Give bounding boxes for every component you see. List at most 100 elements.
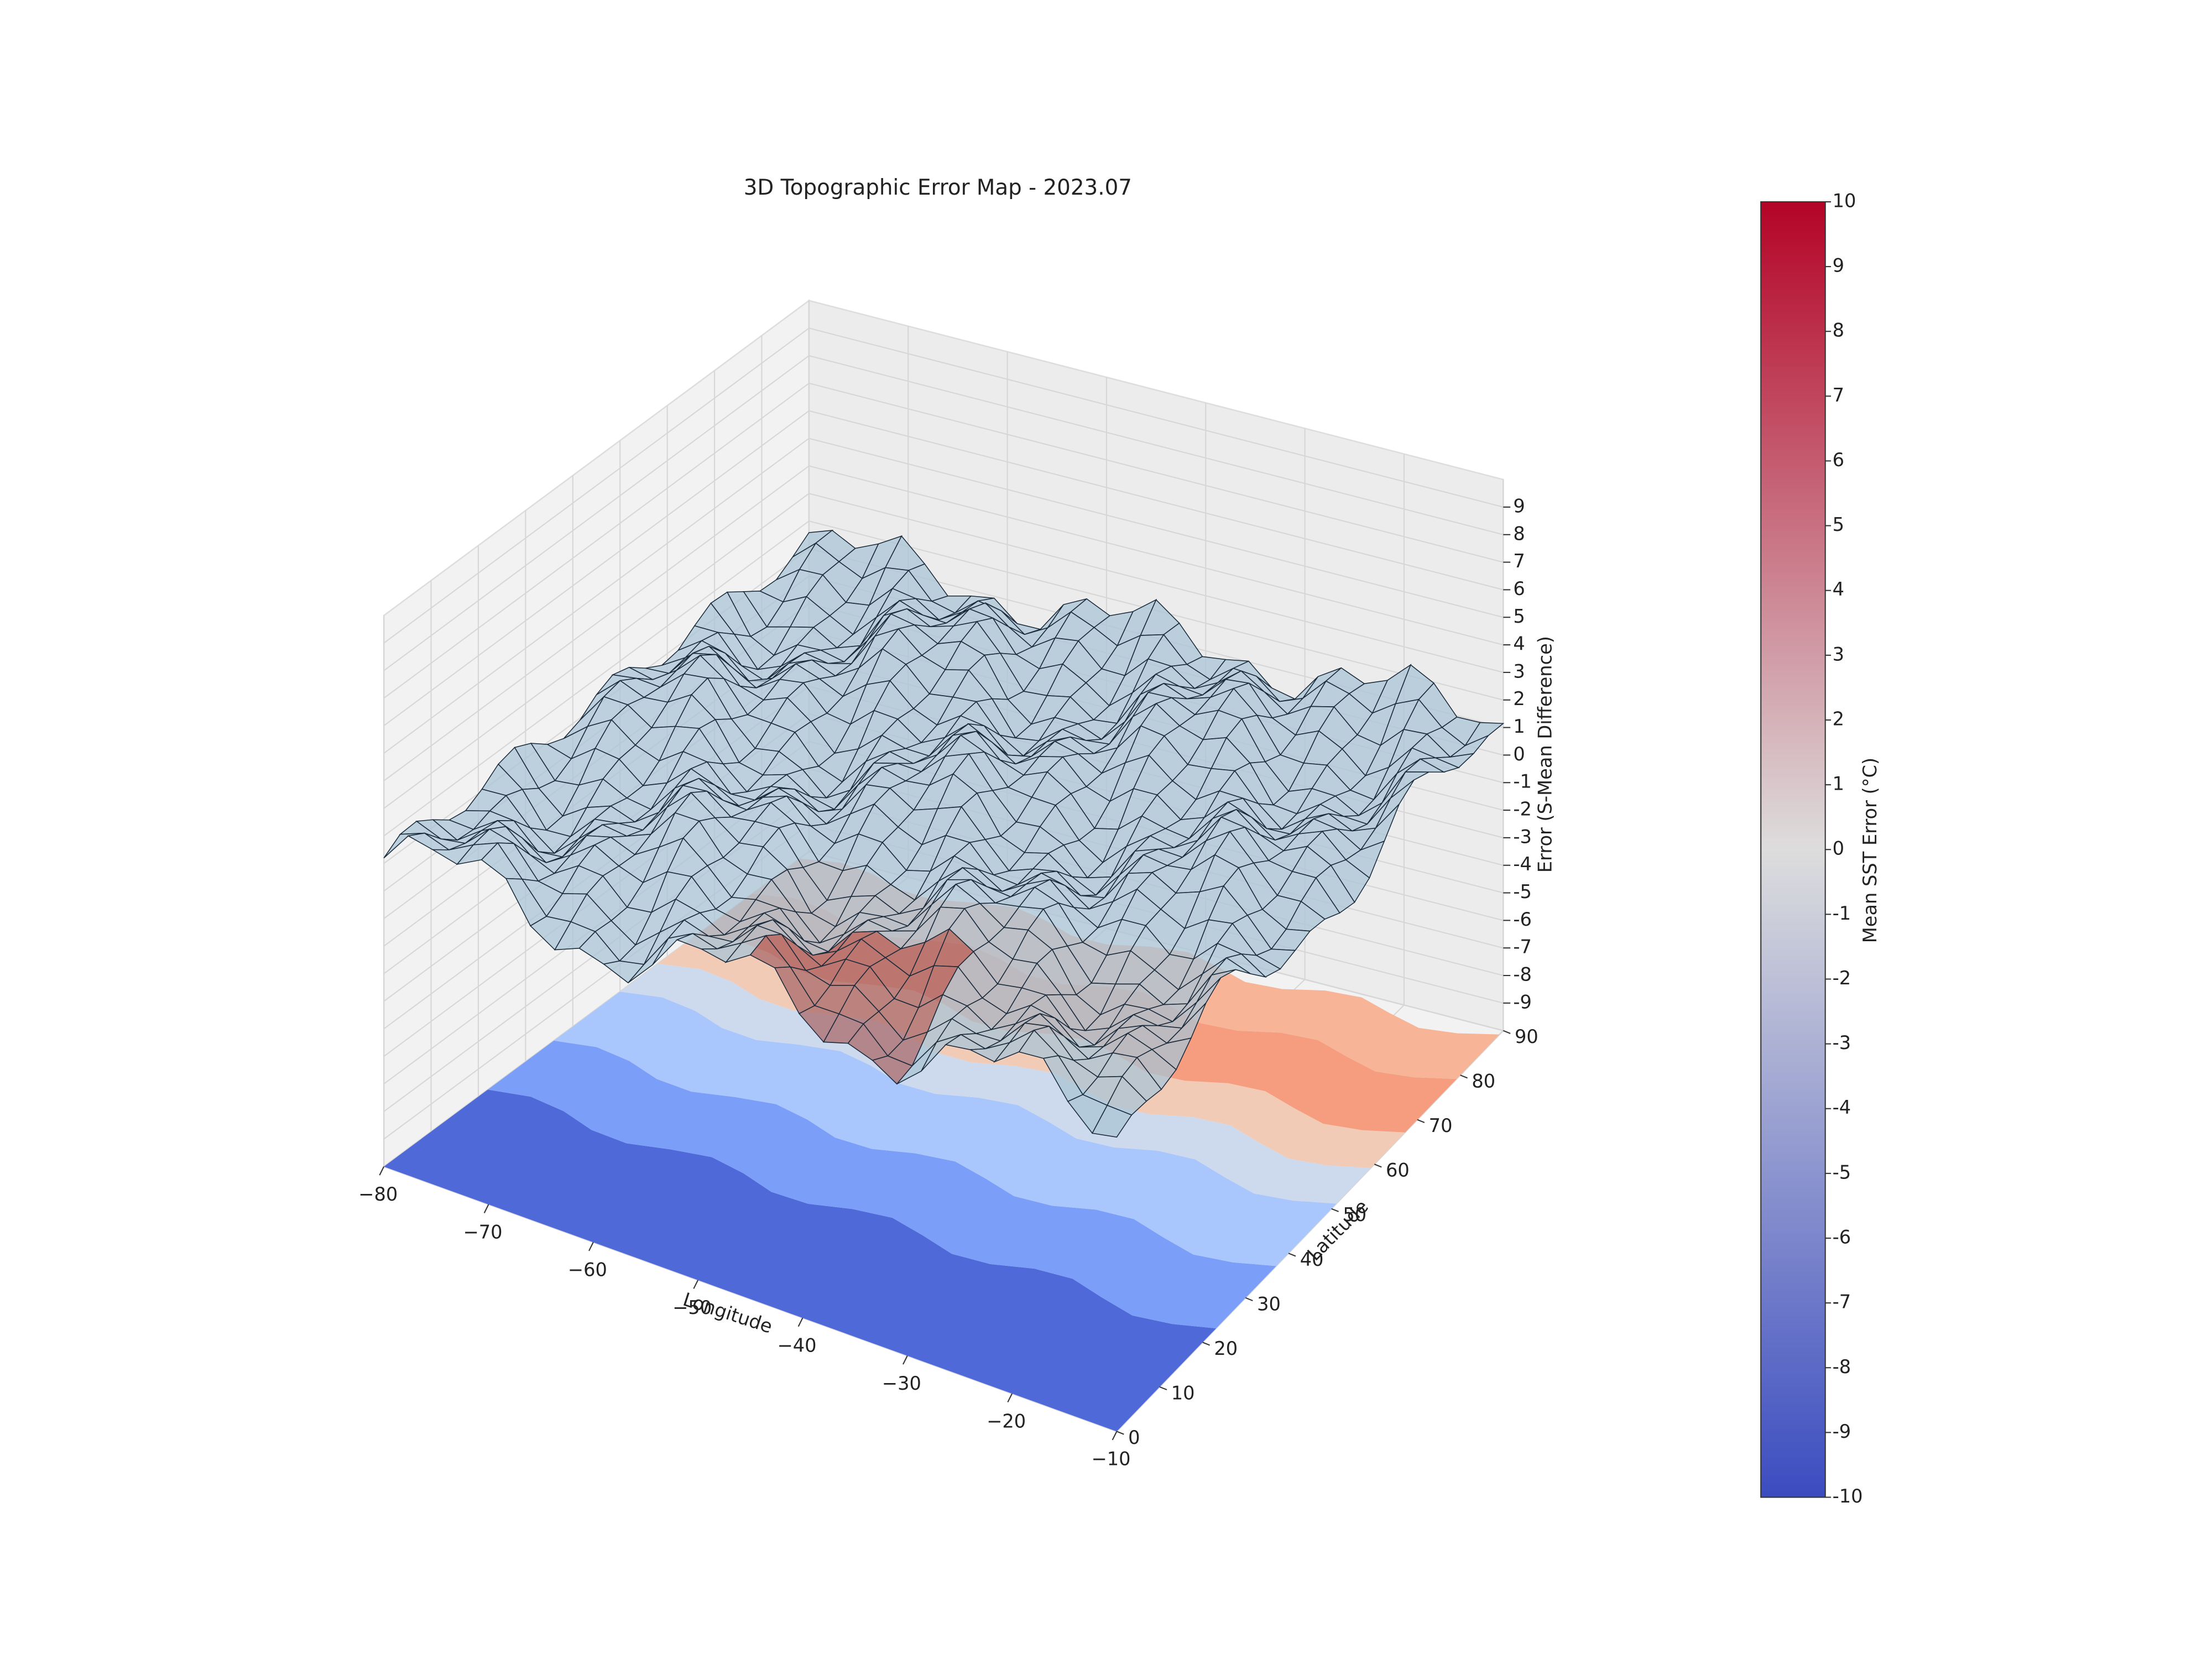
x-tick [588,1241,594,1251]
z-tick-label: -3 [1513,826,1532,847]
z-axis-label: Error (S-Mean Difference) [1534,636,1556,873]
z-tick-label: 3 [1513,660,1525,682]
colorbar-tick-label: -9 [1833,1421,1851,1442]
z-tick-label: 9 [1513,495,1525,517]
x-tick-label: −50 [672,1297,712,1318]
y-tick [1202,1342,1211,1346]
x-tick [797,1317,804,1327]
colorbar-tick-label: -2 [1833,967,1851,989]
grid-line [808,437,1504,618]
x-tick-label: −20 [987,1410,1026,1432]
x-tick [1007,1393,1013,1403]
colorbar-tick-label: 9 [1833,255,1844,276]
surface [383,530,1505,1138]
y-tick-label: 50 [1343,1204,1366,1225]
x-tick-label: −80 [358,1183,398,1205]
ticks: −80−70−60−50−40−30−20−100102030405060708… [358,495,1538,1469]
y-tick [1159,1386,1167,1391]
grid-line [383,327,810,644]
x-tick-label: −40 [778,1334,817,1356]
colorbar-tick-label: -5 [1833,1161,1851,1183]
x-tick [483,1204,489,1213]
x-tick-label: −10 [1092,1448,1131,1470]
grid-line [808,410,1504,591]
x-tick-label: −60 [568,1259,607,1281]
y-tick [1503,1030,1511,1034]
grid-line [808,493,1504,673]
colorbar-tick-label: 10 [1833,190,1856,211]
z-tick-label: 1 [1513,716,1525,737]
colorbar-tick-label: 4 [1833,578,1844,600]
grid-line [383,437,810,754]
x-tick [693,1280,699,1289]
z-tick-label: 2 [1513,688,1525,709]
z-tick-label: -5 [1513,881,1532,902]
y-tick-label: 0 [1128,1427,1140,1448]
y-tick-label: 70 [1429,1115,1453,1136]
colorbar-tick-label: 7 [1833,384,1844,406]
z-tick-label: 7 [1513,550,1525,572]
grid-line [383,465,810,781]
z-tick-label: -8 [1513,964,1532,985]
colorbar-tick-label: -1 [1833,902,1851,924]
colorbar-tick-label: -3 [1833,1032,1851,1053]
y-tick-label: 40 [1300,1249,1324,1270]
y-tick-label: 90 [1515,1026,1538,1047]
y-tick-label: 30 [1257,1293,1281,1314]
y-tick [1117,1431,1124,1435]
colorbar-tick-label: -10 [1833,1485,1863,1507]
z-tick-label: -7 [1513,936,1532,958]
colorbar-tick-label: 3 [1833,643,1844,665]
chart-title: 3D Topographic Error Map - 2023.07 [744,175,1132,200]
contour-band [554,992,1337,1266]
grid-line [383,410,810,727]
z-tick-label: -2 [1513,799,1532,820]
z-tick-label: -6 [1513,909,1532,930]
y-tick [1374,1164,1382,1168]
grid-line [808,383,1504,563]
z-tick-label: -4 [1513,853,1532,875]
colorbar-tick-label: 0 [1833,838,1844,859]
z-tick-label: 0 [1513,743,1525,765]
y-tick [1245,1297,1253,1301]
colorbar-label: Mean SST Error (°C) [1859,758,1881,943]
x-tick [1112,1431,1118,1441]
z-tick-label: -1 [1513,771,1532,792]
grid-line [808,327,1504,508]
contour-band [384,1089,1217,1432]
grid-line [383,520,810,837]
colorbar-tick-label: -4 [1833,1097,1851,1118]
contour-band [488,1040,1276,1329]
z-tick-label: 5 [1513,606,1525,627]
colorbar-tick-label: 5 [1833,514,1844,535]
colorbar-tick-label: 2 [1833,708,1844,729]
y-tick-label: 20 [1214,1338,1238,1359]
colorbar-tick-label: -7 [1833,1291,1851,1313]
colorbar-tick-label: 6 [1833,449,1844,471]
grid-line [808,465,1504,646]
x-tick [902,1355,908,1365]
y-tick-label: 10 [1171,1382,1195,1404]
grid-line [383,355,810,671]
colorbar-tick-label: 1 [1833,773,1844,795]
y-tick [1460,1074,1468,1079]
grid-line [383,383,810,699]
z-tick-label: -9 [1513,991,1532,1013]
y-tick [1417,1119,1425,1123]
y-tick [1288,1253,1296,1257]
z-tick-label: 8 [1513,523,1525,544]
y-tick-label: 80 [1472,1071,1495,1092]
colorbar [1760,201,1826,1498]
colorbar-tick-label: -6 [1833,1226,1851,1248]
z-tick-label: 6 [1513,578,1525,599]
colorbar-tick-label: -8 [1833,1356,1851,1378]
z-tick-label: 4 [1513,633,1525,655]
y-tick-label: 60 [1386,1160,1410,1181]
colorbar-tick-label: 8 [1833,320,1844,341]
grid-line [383,493,810,809]
x-tick-label: −70 [463,1221,503,1243]
y-tick [1331,1208,1339,1212]
grid-line [808,355,1504,535]
x-tick [379,1166,385,1176]
